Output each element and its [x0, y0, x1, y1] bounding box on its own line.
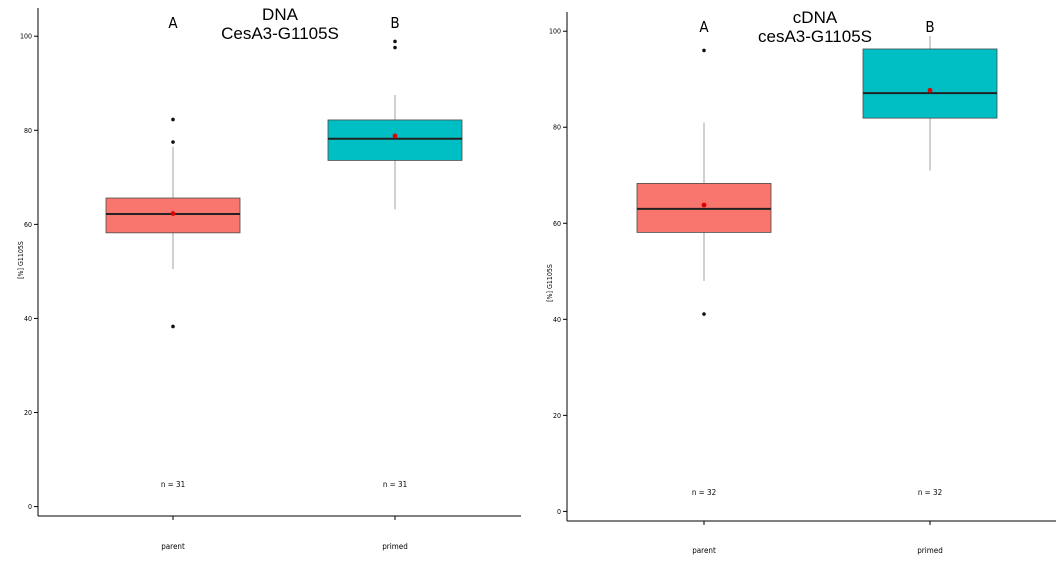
outlier-point-left-primed-0 — [393, 39, 397, 44]
chart-title-left-line-1: DNA — [262, 5, 298, 24]
mean-point-right-parent — [701, 202, 707, 208]
y-tick-label-left-100: 100 — [20, 33, 32, 41]
y-tick-label-left-0: 0 — [28, 503, 32, 511]
y-tick-label-left-20: 20 — [24, 409, 32, 417]
box-right-primed — [862, 48, 998, 119]
y-axis-label-left: [%] G1105S — [17, 241, 25, 279]
y-tick-label-left-80: 80 — [24, 127, 32, 135]
y-tick-label-left-40: 40 — [24, 315, 32, 323]
x-tick-label-right-primed: primed — [917, 546, 943, 555]
outlier-point-right-parent-1 — [702, 312, 706, 316]
chart-title-left-line-2: CesA3-G1105S — [221, 24, 339, 43]
y-tick-label-right-100: 100 — [549, 28, 561, 36]
x-tick-label-left-primed: primed — [382, 542, 408, 551]
chart-title-right-line-1: cDNA — [792, 8, 838, 27]
n-label-right-parent: n = 32 — [692, 488, 716, 497]
box-left-primed — [327, 119, 463, 161]
outlier-point-left-parent-2 — [171, 324, 175, 329]
group-letter-left-primed: B — [390, 14, 399, 32]
outlier-point-left-parent-0 — [171, 117, 175, 122]
y-tick-label-right-40: 40 — [553, 316, 561, 324]
chart-title-right-line-2: cesA3-G1105S — [757, 27, 873, 46]
y-tick-label-right-20: 20 — [553, 412, 561, 420]
chart-title-right: cDNA cesA3-G1105S — [710, 8, 920, 46]
x-tick-label-left-parent: parent — [161, 542, 185, 551]
outlier-point-left-primed-1 — [393, 45, 397, 50]
group-letter-right-parent: A — [699, 18, 709, 36]
n-label-right-primed: n = 32 — [918, 488, 942, 497]
mean-point-left-parent — [170, 211, 176, 216]
n-label-left-primed: n = 31 — [383, 480, 407, 489]
group-letter-left-parent: A — [168, 14, 178, 32]
outlier-point-left-parent-1 — [171, 140, 175, 144]
y-axis-label-right: [%] G1105S — [546, 264, 554, 302]
group-letter-right-primed: B — [925, 18, 934, 36]
y-tick-label-right-80: 80 — [553, 124, 561, 132]
outlier-point-right-parent-0 — [702, 48, 706, 53]
mean-point-left-primed — [392, 133, 398, 139]
y-tick-label-right-60: 60 — [553, 220, 561, 228]
x-tick-label-right-parent: parent — [692, 546, 716, 555]
y-tick-label-right-0: 0 — [557, 508, 561, 516]
n-label-left-parent: n = 31 — [161, 480, 185, 489]
chart-title-left: DNA CesA3-G1105S — [175, 5, 385, 43]
mean-point-right-primed — [927, 87, 933, 93]
y-tick-label-left-60: 60 — [24, 221, 32, 229]
